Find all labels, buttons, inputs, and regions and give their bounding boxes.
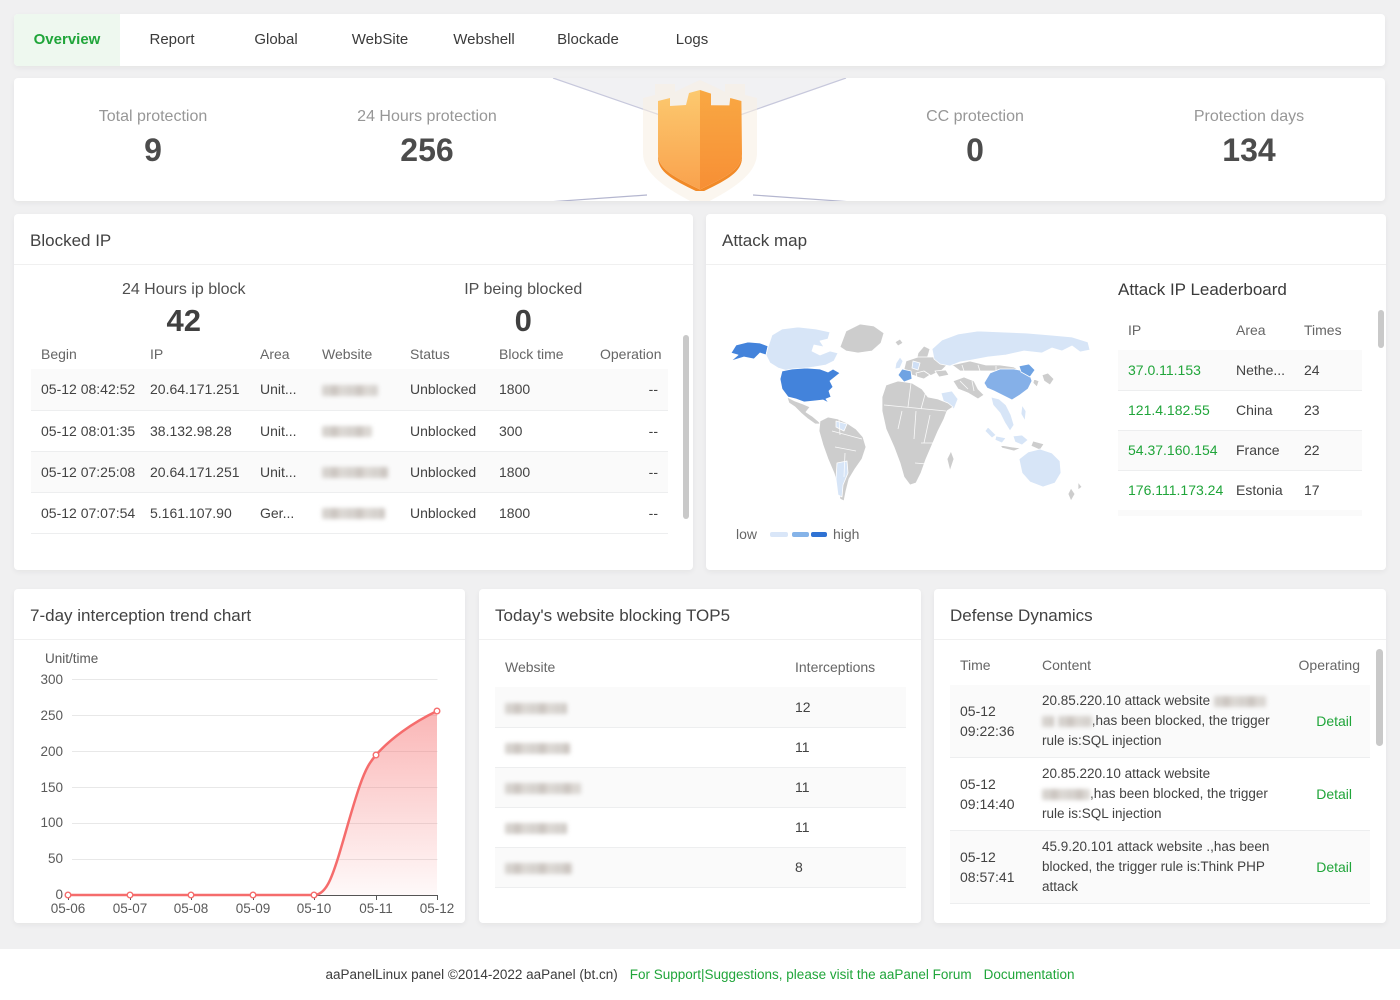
svg-text:05-12: 05-12 bbox=[420, 901, 455, 916]
svg-text:05-07: 05-07 bbox=[113, 901, 148, 916]
svg-text:05-10: 05-10 bbox=[297, 901, 332, 916]
svg-text:50: 50 bbox=[48, 851, 63, 866]
svg-text:150: 150 bbox=[40, 780, 63, 795]
svg-text:05-09: 05-09 bbox=[236, 901, 271, 916]
svg-text:200: 200 bbox=[40, 744, 63, 759]
svg-text:300: 300 bbox=[40, 672, 63, 687]
svg-text:Unit/time: Unit/time bbox=[45, 651, 98, 666]
svg-text:05-06: 05-06 bbox=[51, 901, 86, 916]
svg-text:100: 100 bbox=[40, 815, 63, 830]
svg-text:05-08: 05-08 bbox=[174, 901, 209, 916]
svg-text:05-11: 05-11 bbox=[359, 901, 393, 916]
svg-text:250: 250 bbox=[40, 708, 63, 723]
svg-text:0: 0 bbox=[55, 887, 63, 902]
